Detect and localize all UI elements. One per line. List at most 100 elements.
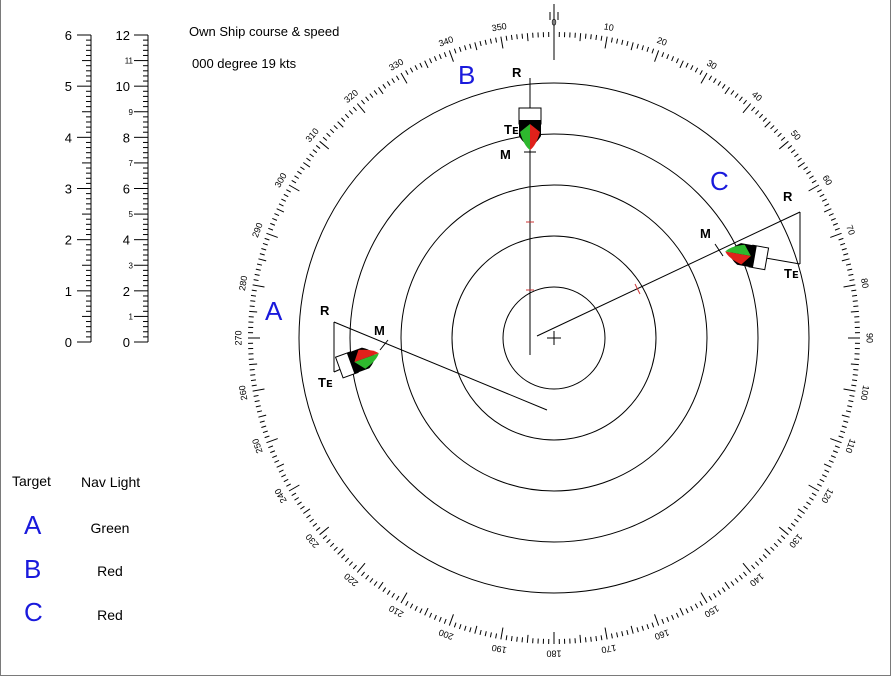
compass-tick: [654, 50, 660, 62]
compass-tick: [843, 388, 856, 392]
compass-tick: [261, 248, 267, 251]
compass-tick: [579, 33, 582, 42]
compass-tick: [326, 539, 331, 544]
compass-tick: [641, 625, 644, 631]
own-ship-value: 000 degree 19 kts: [192, 56, 297, 71]
compass-tick: [828, 459, 834, 463]
compass-tick: [261, 425, 267, 428]
compass-tick: [433, 56, 437, 62]
table-row-light: Red: [97, 563, 123, 579]
table-row-target: C: [24, 597, 43, 627]
compass-tick: [259, 253, 265, 256]
compass-tick: [600, 35, 603, 41]
compass-tick: [348, 561, 353, 566]
compass-bearing-label: 330: [387, 57, 405, 73]
compass-tick: [438, 54, 442, 60]
compass-tick: [344, 557, 350, 563]
compass-tick: [840, 242, 846, 246]
compass-bearing-label: 200: [437, 627, 455, 642]
compass-tick: [448, 50, 454, 62]
compass-bearing-label: 260: [237, 385, 249, 402]
compass-bearing-label: 280: [237, 275, 249, 292]
compass-tick: [794, 518, 799, 523]
compass-tick: [595, 636, 598, 642]
compass-tick: [832, 222, 838, 226]
compass-bearing-label: 40: [750, 89, 764, 103]
compass-tick: [721, 587, 726, 592]
compass-tick: [794, 153, 799, 158]
compass-tick: [526, 634, 529, 643]
compass-tick: [845, 410, 852, 413]
compass-tick: [294, 175, 300, 179]
compass-tick: [329, 128, 335, 134]
compass-bearing-label: 350: [491, 21, 508, 33]
compass-tick: [778, 140, 789, 150]
compass-tick: [699, 601, 703, 606]
range-ring: [502, 286, 606, 390]
compass-tick: [808, 184, 820, 192]
compass-tick: [315, 527, 321, 531]
inner-scale-label: 4: [123, 233, 130, 248]
compass-tick: [817, 483, 822, 487]
compass-tick: [419, 62, 423, 68]
compass-tick: [258, 258, 267, 262]
compass-bearing-label: 60: [821, 173, 835, 187]
compass-tick: [250, 300, 256, 302]
compass-tick: [778, 526, 789, 536]
compass-tick: [333, 546, 338, 551]
compass-tick: [661, 52, 665, 58]
target-a-vessel: [334, 347, 379, 379]
compass-tick: [604, 36, 608, 49]
outer-scale-label: 5: [65, 79, 72, 94]
compass-tick: [661, 618, 665, 624]
compass-tick: [337, 548, 344, 555]
compass-tick: [821, 474, 827, 478]
inner-scale-minor-label: 1: [129, 312, 134, 321]
compass-bearing-label: 180: [546, 649, 561, 659]
compass-tick: [424, 607, 429, 616]
compass-tick: [276, 463, 285, 468]
compass-tick: [751, 106, 756, 112]
compass-tick: [699, 70, 703, 75]
compass-tick: [262, 242, 268, 246]
compass-bearing-label: 230: [304, 532, 321, 550]
compass-tick: [738, 574, 743, 580]
compass-tick: [675, 58, 679, 64]
compass-tick: [626, 629, 629, 636]
compass-tick: [730, 581, 735, 586]
compass-tick: [666, 616, 670, 622]
compass-tick: [474, 625, 478, 634]
compass-tick: [386, 81, 391, 86]
compass-tick: [685, 62, 689, 68]
compass-tick: [419, 608, 423, 614]
compass-tick: [777, 539, 782, 544]
compass-tick: [823, 208, 832, 213]
compass-tick: [438, 616, 442, 622]
compass-tick: [424, 60, 429, 69]
own-ship-marker: [547, 331, 561, 345]
compass-tick: [391, 592, 395, 598]
outer-scale-label: 4: [65, 130, 72, 145]
compass-tick: [250, 379, 256, 382]
compass-tick: [326, 132, 331, 137]
compass-tick: [646, 624, 650, 630]
compass-tick: [352, 564, 357, 570]
compass-tick: [516, 636, 518, 642]
compass-tick: [834, 227, 840, 231]
compass-tick: [500, 36, 504, 49]
compass-tick: [264, 435, 270, 439]
compass-tick: [821, 198, 827, 202]
compass-tick: [708, 75, 713, 81]
inner-scale-label: 2: [123, 284, 130, 299]
compass-tick: [395, 75, 400, 81]
compass-tick: [841, 425, 847, 428]
target-a-te-label: Tᴇ: [318, 375, 333, 390]
compass-tick: [790, 149, 796, 154]
compass-tick: [400, 592, 408, 604]
inner-scale-minor-label: 7: [129, 159, 134, 168]
compass-tick: [762, 117, 767, 122]
compass-tick: [453, 48, 457, 54]
compass-tick: [361, 571, 365, 577]
compass-tick: [283, 193, 289, 198]
